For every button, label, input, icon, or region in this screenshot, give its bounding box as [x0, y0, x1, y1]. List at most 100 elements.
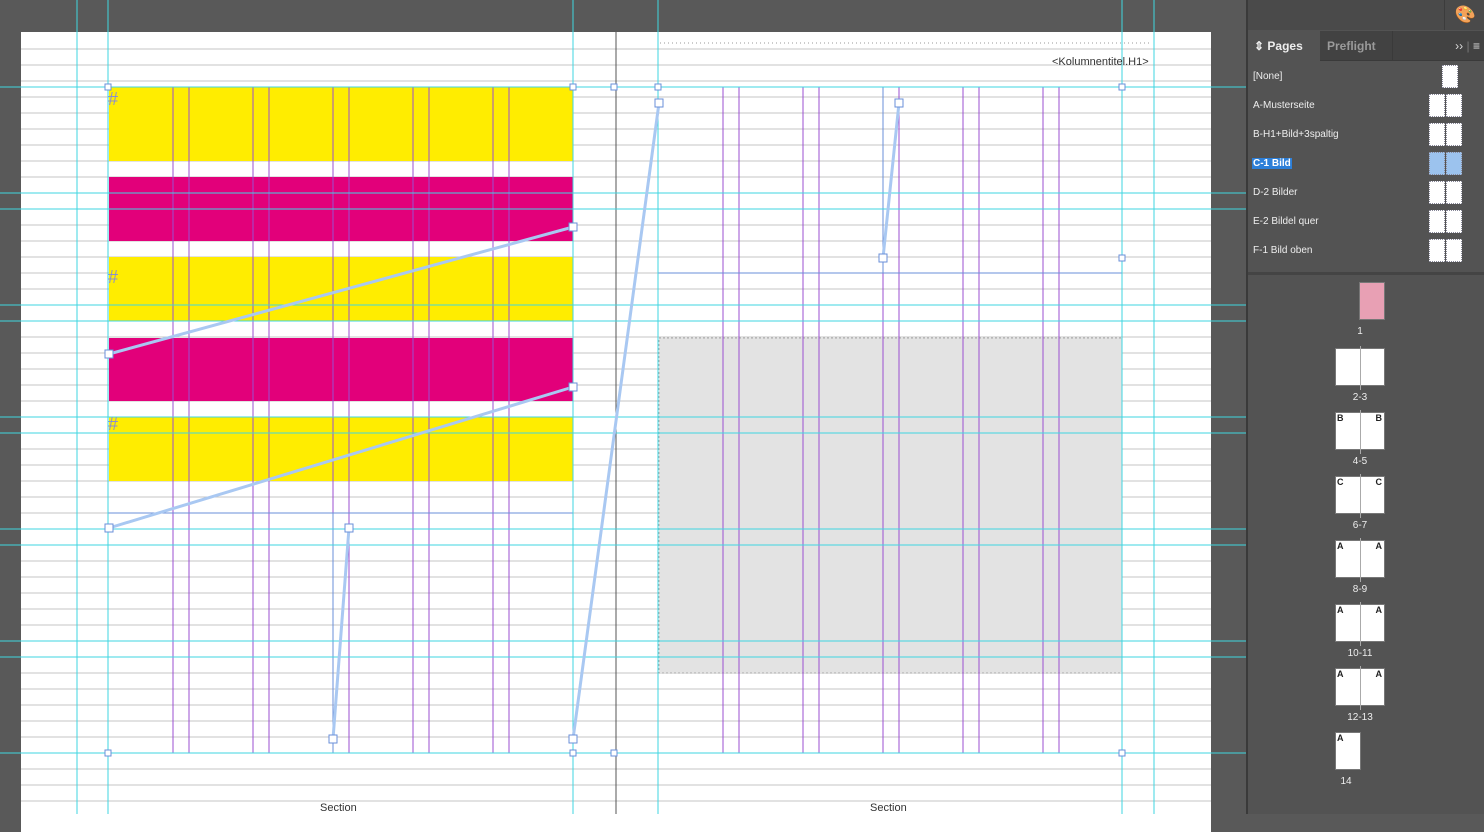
- footer-section-left[interactable]: Section: [320, 802, 357, 814]
- document-canvas[interactable]: # # # <Kolumnentitel.H1> Section Section: [0, 0, 1246, 832]
- anchor-hash-icon: #: [108, 414, 118, 434]
- selection-handle: [1118, 749, 1126, 757]
- thumbnail-spine: [1360, 602, 1361, 646]
- anchor-hash-icon: #: [108, 89, 118, 109]
- text-thread: [881, 102, 901, 259]
- magenta-color-block: [109, 338, 573, 401]
- thread-port: [344, 523, 354, 533]
- yellow-color-block: [109, 87, 573, 161]
- master-page-item[interactable]: [None]: [1252, 62, 1482, 91]
- master-letter-right: A: [1375, 541, 1383, 551]
- page-spread-thumbnail[interactable]: A A 10-11: [1248, 602, 1484, 662]
- panel-divider[interactable]: [1248, 272, 1484, 275]
- text-thread: [108, 385, 574, 530]
- master-letter-left: A: [1337, 605, 1344, 615]
- page-spread-thumbnail[interactable]: 2-3: [1248, 346, 1484, 406]
- master-letter-right: B: [1375, 413, 1383, 423]
- page-spread-thumbnail[interactable]: B B 4-5: [1248, 410, 1484, 470]
- master-page-item[interactable]: F-1 Bild oben: [1252, 236, 1482, 265]
- selection-handle: [610, 83, 618, 91]
- thumbnail-spine: [1360, 474, 1361, 518]
- master-page-item[interactable]: D-2 Bilder: [1252, 178, 1482, 207]
- tab-preflight[interactable]: Preflight: [1321, 31, 1393, 61]
- master-page-item[interactable]: B-H1+Bild+3spaltig: [1252, 120, 1482, 149]
- master-page-item[interactable]: C-1 Bild: [1252, 149, 1482, 178]
- text-thread: [571, 102, 661, 740]
- master-page-item[interactable]: E-2 Bildel quer: [1252, 207, 1482, 236]
- thread-port: [328, 734, 338, 744]
- thread-port: [654, 98, 664, 108]
- page-spread-thumbnail[interactable]: A A 8-9: [1248, 538, 1484, 598]
- page-number-label: 10-11: [1347, 648, 1373, 659]
- tab-pages[interactable]: ⇕ Pages: [1248, 31, 1320, 61]
- thread-port: [568, 734, 578, 744]
- page-number-label: 4-5: [1352, 456, 1368, 467]
- selection-handle: [569, 749, 577, 757]
- page-thumbnail[interactable]: [1335, 346, 1385, 390]
- page-spread-thumbnail[interactable]: A 14: [1248, 730, 1484, 790]
- master-thumbnail[interactable]: [1429, 181, 1462, 204]
- text-thread: [108, 225, 574, 356]
- thread-port: [878, 253, 888, 263]
- menu-separator: |: [1466, 39, 1470, 53]
- master-page-label: C-1 Bild: [1252, 158, 1292, 169]
- panel-dock-strip: 🎨: [1248, 0, 1484, 30]
- page-spread-thumbnail[interactable]: 1: [1248, 280, 1484, 340]
- master-thumbnail[interactable]: [1429, 94, 1462, 117]
- selection-handle: [1118, 83, 1126, 91]
- panel-tabs: ⇕ Pages Preflight ›› | ≡: [1248, 31, 1484, 61]
- tab-preflight-label: Preflight: [1327, 39, 1376, 53]
- running-head-variable[interactable]: <Kolumnentitel.H1>: [1052, 56, 1149, 68]
- page-number-label: 1: [1357, 326, 1363, 337]
- selection-handle: [104, 749, 112, 757]
- thread-port: [894, 98, 904, 108]
- page-spread-thumbnail[interactable]: A A 12-13: [1248, 666, 1484, 726]
- thread-port: [104, 349, 114, 359]
- selection-handle: [104, 83, 112, 91]
- master-page-label: B-H1+Bild+3spaltig: [1253, 129, 1339, 140]
- master-thumbnail[interactable]: [1429, 152, 1462, 175]
- anchor-hash-icon: #: [108, 267, 118, 287]
- thread-port: [104, 523, 114, 533]
- master-page-label: E-2 Bildel quer: [1253, 216, 1319, 227]
- page-number-label: 2-3: [1352, 392, 1368, 403]
- thread-port: [568, 382, 578, 392]
- page-spread-thumbnail[interactable]: C C 6-7: [1248, 474, 1484, 534]
- layout-artwork: # # #: [0, 0, 1246, 814]
- panel-menu-icon[interactable]: ≡: [1472, 39, 1480, 53]
- master-thumbnail[interactable]: [1429, 239, 1462, 262]
- master-letter-right: C: [1375, 477, 1383, 487]
- master-page-item[interactable]: A-Musterseite: [1252, 91, 1482, 120]
- page-thumbnail[interactable]: [1359, 282, 1385, 320]
- tab-pages-label: Pages: [1267, 39, 1303, 53]
- master-page-label: D-2 Bilder: [1253, 187, 1298, 198]
- master-thumbnail[interactable]: [1429, 210, 1462, 233]
- master-letter-left: A: [1337, 733, 1344, 743]
- selection-handle: [569, 83, 577, 91]
- text-thread: [331, 527, 351, 740]
- master-letter-left: A: [1337, 541, 1344, 551]
- footer-section-right[interactable]: Section: [870, 802, 907, 814]
- master-page-label: A-Musterseite: [1253, 100, 1315, 111]
- selection-handle: [610, 749, 618, 757]
- master-page-label: [None]: [1253, 71, 1283, 82]
- image-placeholder-frame: [658, 337, 1123, 674]
- master-thumbnail[interactable]: [1442, 65, 1458, 88]
- master-letter-left: B: [1337, 413, 1344, 423]
- palette-icon[interactable]: 🎨: [1444, 0, 1484, 30]
- selection-handle: [654, 83, 662, 91]
- thumbnail-spine: [1360, 666, 1361, 710]
- master-thumbnail[interactable]: [1429, 123, 1462, 146]
- page-thumbnail[interactable]: A: [1335, 732, 1361, 770]
- page-number-label: 8-9: [1352, 584, 1368, 595]
- page-number-label: 12-13: [1347, 712, 1373, 723]
- master-page-label: F-1 Bild oben: [1253, 245, 1313, 256]
- page-number-label: 6-7: [1352, 520, 1368, 531]
- thumbnail-spine: [1360, 538, 1361, 582]
- expand-icon[interactable]: ››: [1455, 39, 1464, 53]
